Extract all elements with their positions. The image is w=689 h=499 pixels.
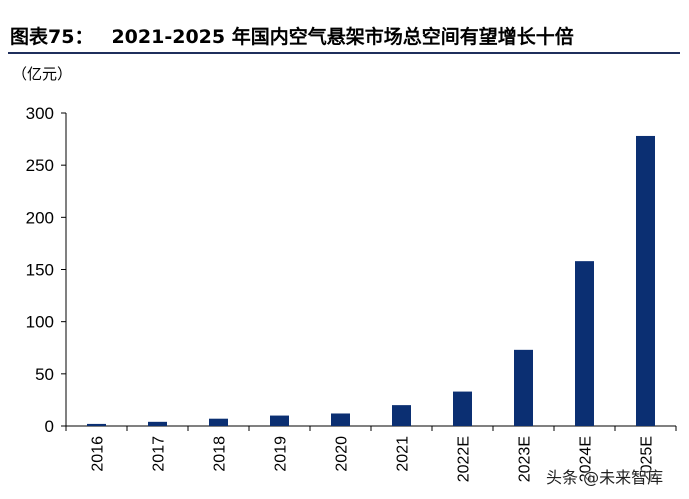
y-tick-label: 200: [26, 208, 54, 227]
y-tick-label: 0: [45, 417, 54, 436]
bar-2022E: [453, 391, 472, 426]
bar-2017: [148, 421, 167, 426]
y-tick-label: 300: [26, 104, 54, 123]
y-tick-label: 150: [26, 261, 54, 280]
x-tick-label: 2025E: [639, 436, 656, 482]
x-tick-label: 2016: [90, 436, 107, 472]
x-tick-label: 2021: [395, 436, 412, 472]
bar-2025E: [636, 135, 655, 426]
x-tick-label: 2023E: [517, 436, 534, 482]
bar-series: [87, 135, 655, 426]
x-tick-label: 2024E: [578, 436, 595, 482]
bar-2021: [392, 405, 411, 426]
y-axis-unit-label: （亿元）: [12, 65, 73, 83]
x-axis-ticks: 2016 2017 2018 2019 2020 2021 2022E 2023E 2024E 2…: [90, 436, 656, 482]
title-underline: [8, 52, 680, 54]
x-tick-label: 2022E: [456, 436, 473, 482]
x-tick-label: 2019: [273, 436, 290, 472]
bar-2018: [209, 418, 228, 426]
y-tick-label: 250: [26, 156, 54, 175]
y-tick-label: 50: [35, 365, 54, 384]
watermark-text: 头条 @未来智库: [546, 468, 664, 487]
x-tick-label: 2017: [151, 436, 168, 472]
bar-2019: [270, 415, 289, 426]
figure-title-text: 2021-2025 年国内空气悬架市场总空间有望增长十倍: [111, 26, 574, 48]
figure-label: 图表75：: [10, 26, 94, 48]
bar-2020: [331, 413, 350, 426]
x-tick-label: 2018: [212, 436, 229, 472]
bar-2023E: [514, 349, 533, 426]
y-axis-ticks: 0 50 100 150 200 250 300: [26, 104, 66, 436]
bar-2016: [87, 423, 106, 426]
x-tick-label: 2020: [334, 436, 351, 472]
bar-2024E: [575, 261, 594, 426]
y-tick-label: 100: [26, 313, 54, 332]
chart-title: 图表75： 2021-2025 年国内空气悬架市场总空间有望增长十倍: [10, 22, 574, 49]
